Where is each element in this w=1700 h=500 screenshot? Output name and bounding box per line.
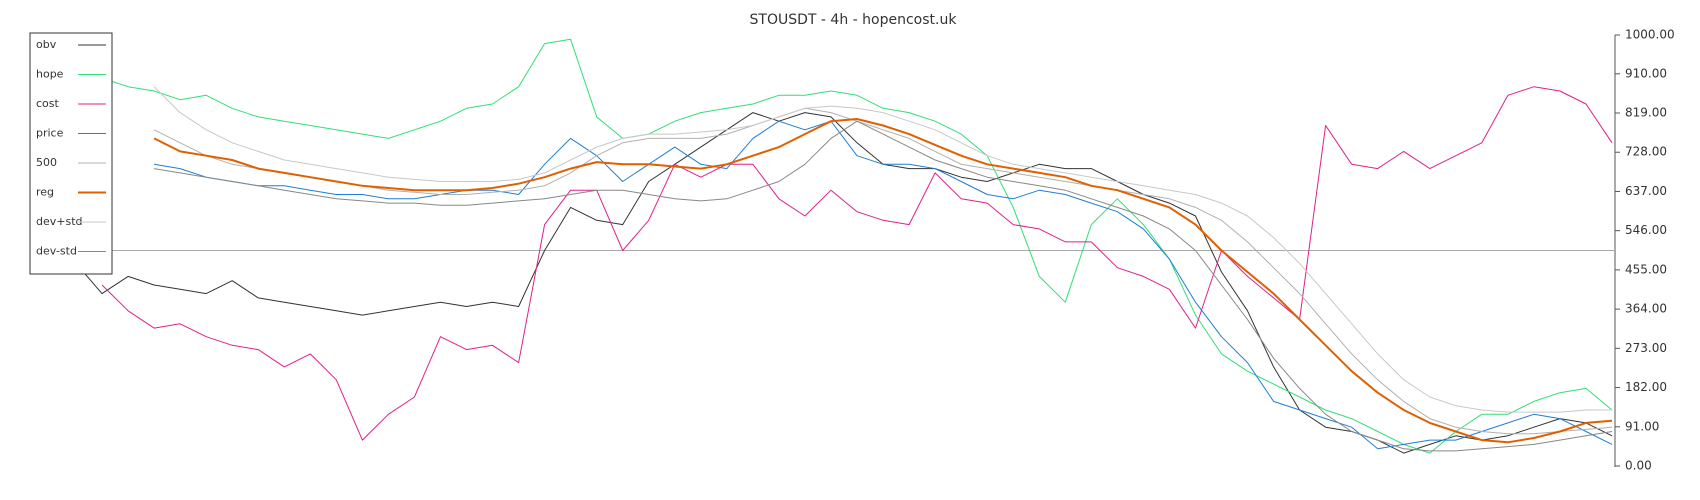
series-line — [154, 120, 1613, 452]
y-tick-label: 637.00 — [1625, 184, 1667, 198]
legend-label: obv — [36, 38, 57, 51]
series-line — [153, 118, 1613, 444]
series-line — [154, 120, 1613, 450]
legend: obv hope cost price 500 reg dev+std dev-std — [29, 32, 113, 275]
legend-label: 500 — [36, 156, 57, 169]
y-tick-label: 546.00 — [1625, 223, 1667, 237]
y-tick-label: 273.00 — [1625, 341, 1667, 355]
y-tick-label: 364.00 — [1625, 302, 1667, 316]
y-tick-label: 455.00 — [1625, 262, 1667, 276]
y-tick-label: 910.00 — [1625, 66, 1667, 80]
series-line — [153, 107, 1613, 435]
legend-label: hope — [36, 68, 64, 81]
series-line — [75, 38, 1613, 454]
legend-label: cost — [36, 97, 60, 110]
chart-title: STOUSDT - 4h - hopencost.uk — [750, 12, 958, 28]
y-tick-label: 1000.00 — [1625, 28, 1675, 42]
y-tick-label: 819.00 — [1625, 106, 1667, 120]
series-line — [101, 86, 1613, 441]
legend-label: reg — [36, 186, 54, 199]
legend-box — [29, 32, 113, 275]
y-tick-label: 91.00 — [1625, 419, 1659, 433]
legend-label: dev+std — [36, 215, 83, 228]
y-tick-label: 182.00 — [1625, 380, 1667, 394]
legend-label: price — [36, 127, 64, 140]
legend-label: dev-std — [36, 245, 77, 258]
y-tick-label: 0.00 — [1625, 459, 1652, 473]
y-tick-label: 728.00 — [1625, 145, 1667, 159]
series-line — [153, 86, 1612, 413]
